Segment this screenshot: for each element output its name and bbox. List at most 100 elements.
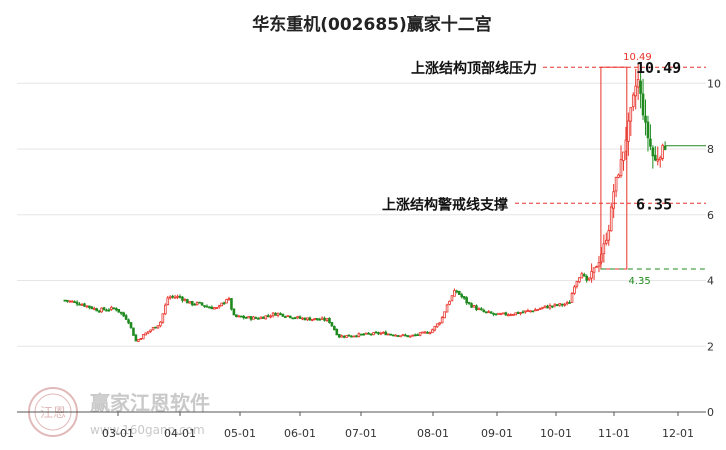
candle-down (482, 309, 486, 313)
candle-up (453, 290, 456, 297)
candle-up (558, 303, 562, 306)
candle-down (568, 302, 571, 304)
candle-up (448, 300, 451, 305)
candle-up (159, 321, 162, 327)
candle-up (511, 314, 515, 316)
candle-up (264, 315, 268, 320)
candle-up (418, 332, 422, 336)
candle-down (115, 308, 118, 311)
candle-up (399, 335, 402, 338)
y-tick-label: 6 (707, 209, 714, 222)
candle-down (242, 315, 246, 319)
candle-down (117, 309, 121, 313)
candle-up (524, 310, 527, 313)
candle-up (627, 120, 630, 142)
candle-down (112, 307, 116, 310)
candle-down (585, 275, 589, 281)
candle-up (220, 302, 223, 307)
candle-down (105, 309, 108, 312)
axes: 03-01 04-01 05-01 06-01 07-01 08-01 09-01 10-01… (17, 77, 721, 440)
candle-up (602, 243, 606, 255)
candle-up (631, 94, 635, 108)
watermark-seal-text: 江恩 (40, 406, 66, 421)
candle-down (274, 312, 277, 316)
candle-up (156, 325, 160, 329)
candle-down (318, 318, 321, 321)
candle-down (328, 317, 331, 324)
candle-up (636, 79, 640, 88)
candle-down (426, 331, 429, 334)
candle-up (164, 304, 167, 315)
candle-down (416, 334, 419, 336)
candle-up (472, 305, 476, 308)
candle-up (269, 315, 272, 318)
candle-up (85, 305, 89, 308)
candle-down (360, 333, 363, 336)
candle-down (95, 308, 99, 312)
candle-down (521, 311, 525, 314)
candle-down (262, 316, 265, 319)
candle-down (293, 317, 297, 320)
candle-down (582, 274, 586, 277)
candle-up (306, 317, 309, 321)
candle-down (230, 298, 233, 310)
candle-up (286, 315, 290, 318)
candle-up (423, 331, 427, 334)
candle-down (102, 307, 106, 311)
candle-up (609, 206, 613, 232)
support-value: 6.35 (636, 195, 672, 213)
candle-down (480, 308, 483, 311)
candle-up (526, 310, 530, 312)
candle-down (205, 305, 209, 308)
candle-up (487, 311, 491, 314)
candle-down (462, 296, 466, 299)
candle-up (502, 312, 505, 315)
candle-up (195, 301, 199, 306)
candle-up (176, 295, 179, 298)
candle-up (188, 301, 192, 304)
candle-down (178, 296, 182, 298)
candle-up (213, 307, 216, 310)
x-tick-label: 04-01 (164, 427, 196, 440)
candle-down (232, 308, 236, 316)
candle-up (276, 312, 280, 316)
candle-up (431, 329, 434, 334)
candle-up (553, 303, 557, 307)
candle-down (235, 314, 238, 318)
candle-up (514, 312, 517, 316)
x-tick-label: 06-01 (284, 427, 316, 440)
candle-down (78, 303, 81, 306)
y-tick-label: 10 (707, 77, 721, 90)
candle-down (455, 290, 459, 293)
candle-down (374, 331, 378, 334)
candle-up (536, 309, 540, 311)
candle-up (519, 312, 522, 314)
x-tick-label: 10-01 (540, 427, 572, 440)
candle-up (565, 302, 569, 305)
candle-up (80, 304, 84, 306)
candle-up (166, 297, 170, 306)
candle-up (409, 335, 412, 338)
candle-up (146, 331, 150, 334)
candle-up (580, 273, 584, 279)
candle-up (311, 318, 314, 321)
x-tick-label: 08-01 (417, 427, 449, 440)
candle-up (435, 323, 439, 328)
watermark-url: www.160gann.com (90, 423, 205, 437)
candle-up (247, 316, 250, 319)
candle-down (298, 316, 302, 319)
candle-down (347, 334, 351, 337)
resistance-label: 上涨结构顶部线压力 (411, 60, 537, 77)
candle-up (661, 144, 664, 159)
watermark-text: 赢家江恩软件 (90, 391, 210, 415)
candle-up (617, 174, 620, 178)
y-tick-label: 0 (707, 406, 714, 419)
candle-down (257, 317, 260, 320)
candle-down (470, 303, 473, 308)
candle-down (335, 328, 339, 336)
candle-up (149, 329, 152, 332)
y-tick-label: 2 (707, 340, 714, 353)
candle-down (560, 303, 564, 306)
candle-down (181, 296, 184, 301)
candle-up (151, 327, 155, 331)
